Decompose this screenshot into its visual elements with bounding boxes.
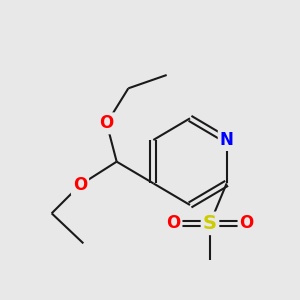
Text: O: O: [239, 214, 254, 232]
Text: O: O: [73, 176, 87, 194]
Text: N: N: [220, 131, 234, 149]
Text: O: O: [166, 214, 181, 232]
Text: S: S: [203, 214, 217, 233]
Text: O: O: [100, 114, 114, 132]
